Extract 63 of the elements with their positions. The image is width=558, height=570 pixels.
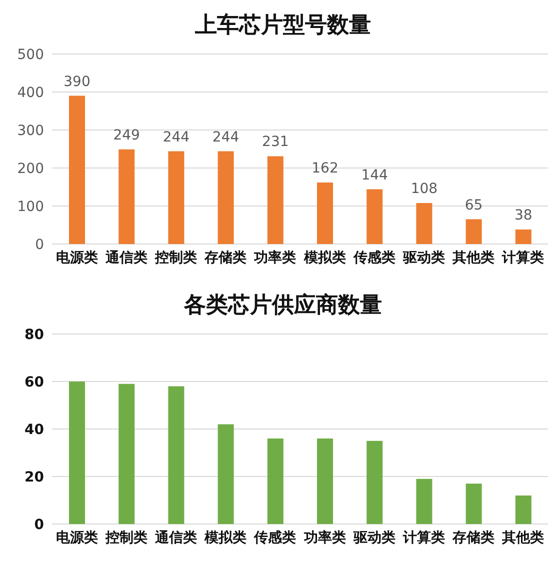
data-label: 38	[514, 208, 532, 224]
bar	[416, 478, 432, 524]
y-tick-label: 0	[35, 236, 44, 253]
bar	[515, 230, 532, 244]
x-tick-label: 存储类	[452, 530, 495, 546]
y-tick-label: 80	[24, 326, 44, 343]
y-tick-label: 40	[24, 422, 44, 438]
data-label: 162	[312, 160, 338, 176]
y-tick-label: 20	[24, 469, 44, 486]
data-label: 144	[361, 167, 388, 184]
x-tick-label: 驱动类	[352, 530, 396, 546]
x-tick-label: 计算类	[402, 530, 445, 546]
x-tick-label: 存储类	[204, 250, 247, 266]
x-tick-label: 其他类	[501, 530, 544, 546]
bar	[218, 151, 234, 244]
bar	[515, 496, 532, 524]
bar	[267, 438, 284, 524]
x-tick-label: 功率类	[253, 248, 296, 266]
bar	[168, 151, 184, 244]
x-tick-label: 模拟类	[204, 528, 247, 546]
y-tick-label: 100	[17, 198, 44, 215]
data-label: 249	[113, 127, 140, 144]
x-tick-label: 模拟类	[302, 248, 346, 266]
data-label: 390	[64, 74, 90, 90]
chart-title: 上车芯片型号数量	[194, 12, 372, 40]
bar	[366, 440, 383, 524]
bar	[69, 382, 85, 524]
data-label: 65	[464, 197, 483, 214]
x-tick-label: 电源类	[56, 250, 98, 266]
x-tick-label: 计算类	[501, 250, 544, 266]
x-tick-label: 传感类	[352, 250, 396, 266]
x-tick-label: 通信类	[154, 528, 197, 546]
bar	[218, 424, 234, 524]
y-tick-label: 60	[24, 374, 44, 390]
x-tick-label: 控制类	[104, 530, 148, 546]
bar	[118, 384, 135, 524]
bar	[466, 219, 482, 244]
y-tick-label: 500	[17, 46, 44, 63]
bar	[118, 149, 135, 244]
y-tick-label: 200	[17, 160, 44, 177]
data-label: 244	[212, 129, 240, 146]
x-tick-label: 通信类	[104, 248, 148, 266]
chart-title: 各类芯片供应商数量	[182, 292, 383, 320]
x-tick-label: 电源类	[56, 530, 98, 546]
x-tick-label: 驱动类	[402, 250, 445, 266]
y-tick-label: 0	[34, 516, 44, 533]
bar	[267, 156, 284, 244]
data-label: 108	[410, 180, 438, 197]
y-tick-label: 300	[17, 122, 44, 139]
bar	[416, 202, 432, 244]
bar	[168, 386, 184, 524]
x-tick-label: 功率类	[302, 528, 346, 546]
x-tick-label: 其他类	[452, 250, 495, 266]
bar	[317, 438, 333, 524]
bar	[317, 182, 333, 244]
x-tick-label: 传感类	[253, 530, 296, 546]
bar	[466, 484, 482, 524]
bar	[69, 96, 85, 244]
bar	[366, 189, 383, 244]
data-label: 244	[162, 129, 190, 146]
x-tick-label: 控制类	[154, 250, 197, 266]
data-label: 231	[262, 134, 289, 150]
y-tick-label: 400	[17, 84, 44, 101]
